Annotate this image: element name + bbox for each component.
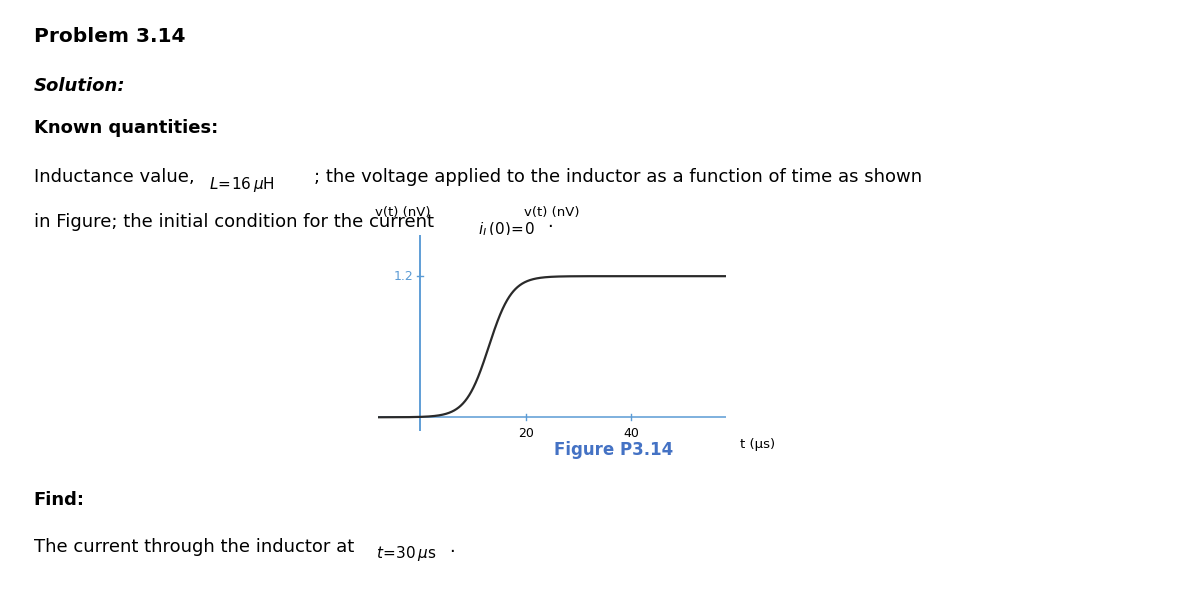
Text: v(t) (nV): v(t) (nV) <box>374 206 430 220</box>
Text: Find:: Find: <box>34 491 84 509</box>
Text: v(t) (nV): v(t) (nV) <box>524 206 580 220</box>
Text: Solution:: Solution: <box>34 77 125 95</box>
Text: The current through the inductor at: The current through the inductor at <box>34 538 354 556</box>
Text: $i_L(0)\!=\!0$: $i_L(0)\!=\!0$ <box>478 220 534 239</box>
Text: 20: 20 <box>517 427 534 440</box>
Text: Inductance value,: Inductance value, <box>34 168 194 186</box>
Text: .: . <box>449 538 455 556</box>
Text: 1.2: 1.2 <box>394 270 414 283</box>
Text: t (μs): t (μs) <box>740 438 775 450</box>
Text: $L\!=\!16\,\mu\mathrm{H}$: $L\!=\!16\,\mu\mathrm{H}$ <box>209 175 275 194</box>
Text: Problem 3.14: Problem 3.14 <box>34 27 185 46</box>
Text: 40: 40 <box>623 427 640 440</box>
Text: .: . <box>547 213 553 231</box>
Text: Known quantities:: Known quantities: <box>34 119 218 137</box>
Text: $t\!=\!30\,\mu\mathrm{s}$: $t\!=\!30\,\mu\mathrm{s}$ <box>376 544 436 563</box>
Text: in Figure; the initial condition for the current: in Figure; the initial condition for the… <box>34 213 433 231</box>
Text: Figure P3.14: Figure P3.14 <box>554 441 673 459</box>
Text: ; the voltage applied to the inductor as a function of time as shown: ; the voltage applied to the inductor as… <box>314 168 923 186</box>
